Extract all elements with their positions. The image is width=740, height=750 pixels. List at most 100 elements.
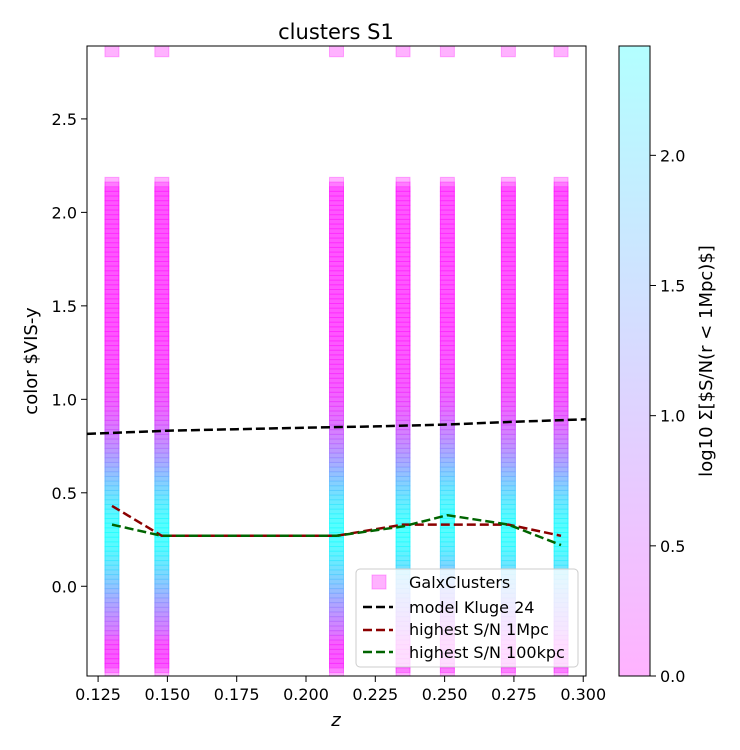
- cluster-marker: [154, 480, 170, 496]
- cluster-marker: [104, 214, 120, 230]
- cluster-marker: [154, 616, 170, 632]
- cluster-marker: [553, 541, 569, 557]
- cluster-marker: [395, 443, 411, 459]
- cluster-marker: [439, 550, 455, 566]
- cluster-marker: [553, 284, 569, 300]
- cluster-marker: [439, 541, 455, 557]
- cluster-marker: [329, 289, 344, 305]
- cluster-marker: [154, 260, 170, 276]
- cluster-marker: [104, 405, 120, 421]
- cluster-marker: [329, 293, 344, 309]
- cluster-marker: [329, 644, 344, 660]
- cluster-marker: [329, 508, 344, 524]
- cluster-marker: [329, 256, 344, 272]
- cluster-marker: [439, 284, 455, 300]
- cluster-marker: [439, 363, 455, 379]
- cluster-marker: [439, 489, 455, 505]
- cluster-marker: [395, 447, 411, 463]
- cluster-marker: [104, 326, 120, 342]
- cluster-marker: [154, 46, 170, 58]
- cluster-marker: [104, 368, 120, 384]
- cluster-marker: [553, 494, 569, 510]
- cluster-marker: [500, 429, 516, 445]
- cluster-marker: [329, 424, 344, 440]
- cluster-marker: [553, 508, 569, 524]
- cluster-marker: [154, 574, 170, 590]
- cluster-marker: [104, 363, 120, 379]
- cluster-marker: [329, 461, 344, 477]
- cluster-marker: [104, 246, 120, 262]
- cluster-marker: [395, 340, 411, 356]
- cluster-marker: [154, 503, 170, 519]
- cluster-marker: [553, 195, 569, 211]
- cluster-marker: [154, 625, 170, 641]
- cluster-marker: [439, 377, 455, 393]
- cluster-marker: [154, 396, 170, 412]
- cluster-marker: [104, 387, 120, 403]
- cluster-marker: [104, 578, 120, 594]
- cluster-marker: [154, 335, 170, 351]
- cluster-marker: [439, 345, 455, 361]
- cluster-marker: [329, 190, 344, 206]
- cluster-marker: [329, 181, 344, 197]
- cluster-marker: [154, 611, 170, 627]
- cluster-marker: [154, 415, 170, 431]
- cluster-marker: [329, 648, 344, 664]
- cluster-marker: [439, 321, 455, 337]
- cluster-marker: [439, 289, 455, 305]
- cluster-marker: [553, 326, 569, 342]
- cluster-marker: [329, 602, 344, 618]
- cluster-marker: [500, 303, 516, 319]
- cluster-marker: [329, 331, 344, 347]
- cluster-marker: [553, 331, 569, 347]
- cluster-marker: [154, 443, 170, 459]
- cluster-marker: [395, 293, 411, 309]
- cluster-marker: [154, 218, 170, 234]
- cluster-marker: [154, 550, 170, 566]
- colorbar-tick-label: 1.5: [660, 277, 685, 296]
- cluster-marker: [553, 218, 569, 234]
- legend-frame: [355, 568, 579, 668]
- cluster-marker: [104, 555, 120, 571]
- cluster-marker: [154, 326, 170, 342]
- cluster-marker: [154, 475, 170, 491]
- cluster-marker: [329, 611, 344, 627]
- cluster-marker: [329, 480, 344, 496]
- cluster-marker: [104, 583, 120, 599]
- cluster-marker: [154, 634, 170, 650]
- series-line-0: [87, 418, 586, 436]
- cluster-marker: [439, 312, 455, 328]
- cluster-marker: [395, 457, 411, 473]
- cluster-marker: [395, 46, 411, 58]
- cluster-marker: [395, 401, 411, 417]
- cluster-marker: [395, 527, 411, 543]
- cluster-marker: [439, 265, 455, 281]
- cluster-marker: [500, 466, 516, 482]
- cluster-marker: [439, 433, 455, 449]
- cluster-marker: [329, 658, 344, 674]
- cluster-marker: [500, 298, 516, 314]
- cluster-marker: [500, 373, 516, 389]
- cluster-marker: [500, 354, 516, 370]
- x-tick-label: 0.150: [144, 685, 190, 704]
- cluster-marker: [329, 237, 344, 253]
- cluster-marker: [395, 532, 411, 548]
- cluster-marker: [553, 232, 569, 248]
- cluster-marker: [500, 396, 516, 412]
- cluster-marker: [154, 639, 170, 655]
- cluster-marker: [154, 560, 170, 576]
- cluster-marker: [500, 349, 516, 365]
- cluster-marker: [329, 550, 344, 566]
- cluster-marker: [104, 331, 120, 347]
- cluster-marker: [395, 232, 411, 248]
- cluster-marker: [439, 176, 455, 192]
- colorbar: [618, 45, 651, 677]
- cluster-marker: [395, 218, 411, 234]
- cluster-marker: [553, 340, 569, 356]
- cluster-marker: [104, 653, 120, 669]
- cluster-marker: [553, 321, 569, 337]
- cluster-marker: [500, 228, 516, 244]
- cluster-marker: [553, 274, 569, 290]
- cluster-marker: [395, 508, 411, 524]
- cluster-marker: [439, 494, 455, 510]
